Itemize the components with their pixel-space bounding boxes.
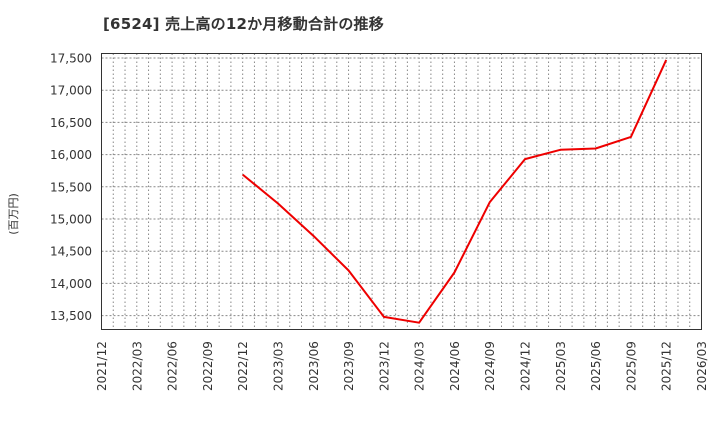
x-tick-label: 2024/03 [413, 341, 427, 391]
x-tick-label: 2022/06 [166, 341, 180, 391]
x-tick-label: 2024/12 [519, 341, 533, 391]
x-tick-label: 2022/12 [236, 341, 250, 391]
x-tick-label: 2021/12 [95, 341, 109, 391]
y-tick-label: 15,000 [50, 213, 92, 227]
x-tick-label: 2025/09 [624, 341, 638, 391]
x-tick-label: 2024/06 [448, 341, 462, 391]
x-axis-ticks: 2021/12 2022/03 2022/06 2022/09 2022/12 2023/… [95, 341, 709, 391]
plot-area [101, 53, 702, 330]
x-tick-label: 2025/06 [589, 341, 603, 391]
x-tick-label: 2026/03 [695, 341, 709, 391]
x-tick-label: 2024/09 [483, 341, 497, 391]
x-tick-label: 2025/03 [554, 341, 568, 391]
x-tick-label: 2025/12 [660, 341, 674, 391]
chart-title: [6524] 売上高の12か月移動合計の推移 [103, 15, 384, 33]
y-tick-label: 16,000 [50, 148, 92, 162]
y-tick-label: 17,500 [50, 52, 92, 66]
y-tick-label: 13,500 [50, 309, 92, 323]
y-tick-label: 14,000 [50, 277, 92, 291]
x-tick-label: 2023/12 [377, 341, 391, 391]
x-tick-label: 2023/09 [342, 341, 356, 391]
x-tick-label: 2022/03 [130, 341, 144, 391]
y-tick-label: 16,500 [50, 116, 92, 130]
grid-lines [101, 53, 702, 330]
y-tick-label: 17,000 [50, 84, 92, 98]
y-tick-label: 14,500 [50, 245, 92, 259]
x-tick-label: 2022/09 [201, 341, 215, 391]
sales-line-series [242, 59, 668, 324]
x-tick-label: 2023/03 [271, 341, 285, 391]
y-tick-label: 15,500 [50, 180, 92, 194]
y-axis-ticks: 13,500 14,000 14,500 15,000 15,500 16,000 16,5… [50, 52, 92, 324]
x-tick-label: 2023/06 [307, 341, 321, 391]
